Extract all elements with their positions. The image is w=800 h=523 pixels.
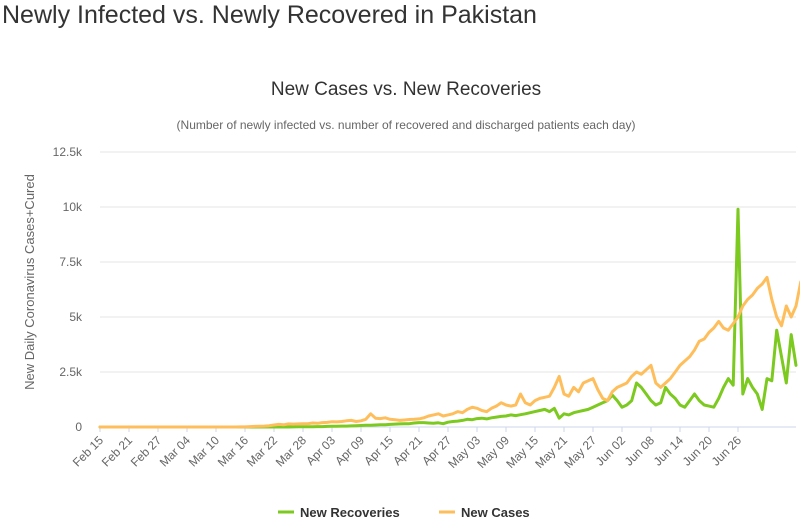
series-line-new-recoveries [100,209,796,427]
x-tick-label: Apr 15 [361,433,396,468]
x-tick-label: Feb 15 [70,433,107,470]
chart-title: New Cases vs. New Recoveries [271,79,541,100]
chart-subtitle: (Number of newly infected vs. number of … [177,118,636,132]
y-tick-label: 0 [75,420,82,434]
grid-lines [100,152,796,427]
legend-item[interactable]: New Recoveries [278,505,400,520]
series-lines [100,209,800,427]
x-tick-label: Feb 21 [99,433,136,470]
x-tick-label: Mar 10 [186,433,223,470]
legend: New Recoveries New Cases [278,505,530,520]
x-tick-label: Jun 14 [651,433,687,469]
x-tick-label: Mar 04 [157,433,194,470]
legend-label: New Cases [461,505,530,520]
chart: New Cases vs. New Recoveries (Number of … [0,0,800,523]
y-tick-label: 2.5k [59,365,83,379]
y-tick-labels: 0 2.5k 5k 7.5k 10k 12.5k [53,145,83,434]
x-tick-label: Jun 02 [593,433,629,469]
legend-label: New Recoveries [300,505,400,520]
x-tick-label: Mar 22 [244,433,281,470]
y-tick-label: 7.5k [59,255,83,269]
x-tick-label: Jun 26 [709,433,745,469]
y-tick-label: 10k [63,200,83,214]
x-tick-label: Mar 16 [215,433,252,470]
series-line-new-cases [100,277,800,427]
x-tick-label: Apr 21 [390,433,425,468]
y-tick-label: 5k [69,310,83,324]
x-tick-label: Feb 27 [128,433,165,470]
x-tick-label: Jun 20 [680,433,716,469]
y-tick-label: 12.5k [53,145,83,159]
x-tick-label: Apr 03 [303,433,338,468]
x-tick-label: Jun 08 [622,433,658,469]
x-tick-label: May 27 [561,433,599,471]
x-tick-label: Mar 28 [273,433,310,470]
legend-item[interactable]: New Cases [439,505,530,520]
y-axis-label: New Daily Coronavirus Cases+Cured [22,174,37,390]
x-tick-label: Apr 09 [332,433,367,468]
